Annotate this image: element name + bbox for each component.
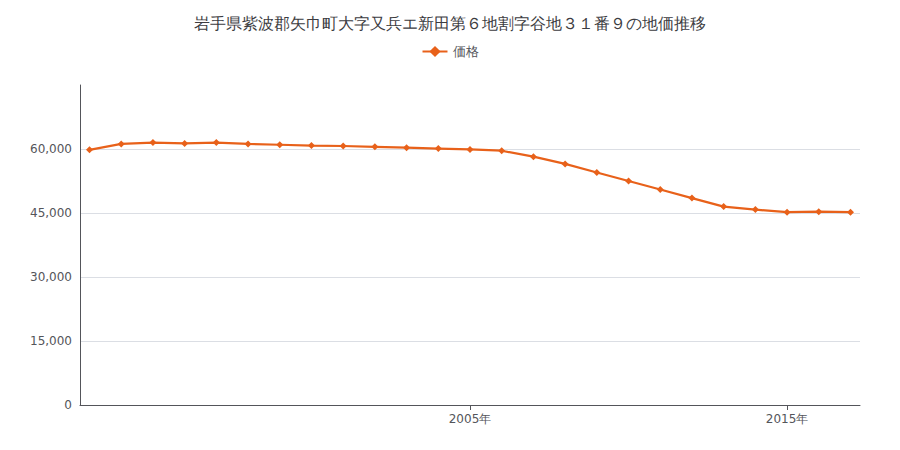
svg-text:価格: 価格 (453, 44, 479, 59)
svg-text:60,000: 60,000 (30, 142, 72, 156)
svg-text:岩手県紫波郡矢巾町大字又兵エ新田第６地割字谷地３１番９の地価: 岩手県紫波郡矢巾町大字又兵エ新田第６地割字谷地３１番９の地価推移 (194, 14, 706, 33)
svg-text:30,000: 30,000 (30, 270, 72, 284)
svg-text:2005年: 2005年 (449, 412, 492, 426)
svg-text:15,000: 15,000 (30, 334, 72, 348)
svg-text:45,000: 45,000 (30, 206, 72, 220)
svg-text:2015年: 2015年 (766, 412, 809, 426)
svg-text:0: 0 (64, 398, 72, 412)
